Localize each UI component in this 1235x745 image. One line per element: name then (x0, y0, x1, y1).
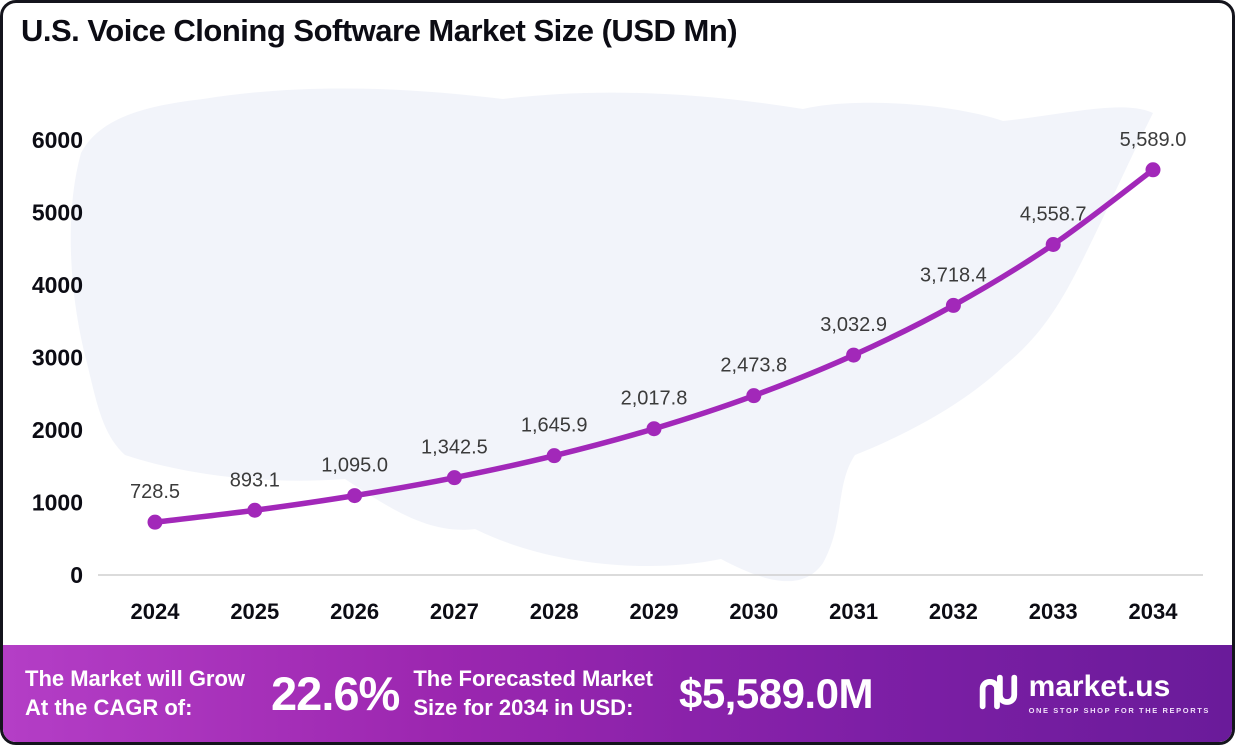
x-axis-label: 2029 (630, 599, 679, 624)
data-label: 3,718.4 (920, 264, 987, 286)
marketus-logo: market.us ONE STOP SHOP FOR THE REPORTS (974, 668, 1210, 719)
x-axis-label: 2030 (729, 599, 778, 624)
data-point (147, 514, 163, 530)
y-tick-label: 0 (70, 562, 83, 588)
data-point (446, 470, 462, 486)
data-point (546, 448, 562, 464)
brand-tagline: ONE STOP SHOP FOR THE REPORTS (1028, 706, 1210, 715)
x-axis-label: 2026 (330, 599, 379, 624)
x-axis-label: 2024 (131, 599, 181, 624)
data-label: 2,017.8 (621, 388, 688, 410)
data-point (746, 388, 762, 404)
data-label: 1,342.5 (421, 437, 488, 459)
y-tick-label: 1000 (32, 490, 83, 516)
forecast-label-line2: Size for 2034 in USD: (413, 694, 634, 720)
x-axis-label: 2028 (530, 599, 579, 624)
data-label: 2,473.8 (720, 355, 787, 377)
x-axis-label: 2025 (230, 599, 279, 624)
x-axis-label: 2032 (929, 599, 978, 624)
data-point (646, 421, 662, 437)
forecast-label: The Forecasted Market Size for 2034 in U… (413, 665, 653, 721)
y-tick-label: 5000 (32, 200, 83, 226)
y-tick-label: 4000 (32, 272, 83, 298)
us-map-background (70, 88, 1153, 582)
data-label: 893.1 (230, 469, 280, 491)
y-tick-label: 2000 (32, 417, 83, 443)
cagr-label-line2: At the CAGR of: (25, 694, 193, 720)
data-label: 1,645.9 (521, 415, 588, 437)
data-point (247, 502, 263, 518)
forecast-value: $5,589.0M (678, 669, 873, 717)
data-label: 4,558.7 (1020, 203, 1087, 225)
data-point (1045, 236, 1061, 252)
data-point (846, 347, 862, 363)
brand-name: market.us (1028, 670, 1171, 703)
footer-banner: The Market will Grow At the CAGR of: 22.… (3, 645, 1232, 742)
x-axis-label: 2031 (829, 599, 878, 624)
forecast-label-line1: The Forecasted Market (413, 666, 653, 692)
data-label: 1,095.0 (321, 455, 388, 477)
x-axis-label: 2034 (1129, 599, 1179, 624)
data-point (945, 297, 961, 313)
cagr-value: 22.6% (271, 667, 400, 720)
chart-title: U.S. Voice Cloning Software Market Size … (21, 13, 738, 48)
data-label: 3,032.9 (820, 314, 887, 336)
y-tick-label: 6000 (32, 127, 83, 153)
data-label: 728.5 (130, 481, 180, 503)
market-size-line-chart: 0 1000 2000 3000 4000 5000 6000 2024 2025 2026 202… (32, 88, 1203, 624)
data-point (347, 488, 363, 504)
cagr-label-line1: The Market will Grow (25, 666, 246, 692)
marketus-logo-text: market.us ONE STOP SHOP FOR THE REPORTS (1028, 670, 1210, 716)
y-tick-label: 3000 (32, 345, 83, 371)
x-axis-label: 2033 (1029, 599, 1078, 624)
x-axis-label: 2027 (430, 599, 479, 624)
data-point (1145, 162, 1161, 178)
marketus-logo-icon (974, 668, 1020, 719)
data-label: 5,589.0 (1120, 129, 1187, 151)
cagr-label: The Market will Grow At the CAGR of: (25, 665, 245, 721)
